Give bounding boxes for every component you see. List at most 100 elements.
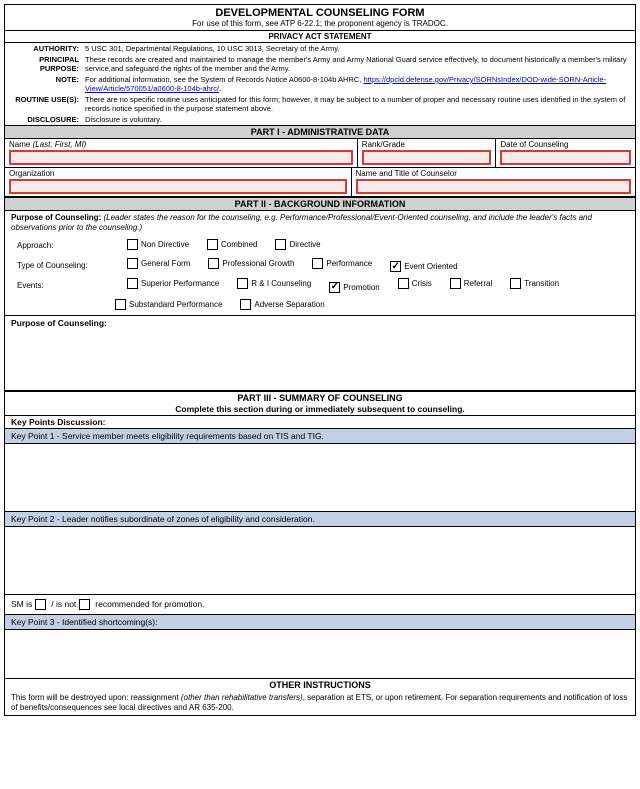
type-checkbox[interactable] bbox=[390, 261, 401, 272]
name-cell: Name (Last, First, MI) bbox=[5, 139, 358, 167]
privacy-text: 5 USC 301, Departmental Regulations, 10 … bbox=[85, 44, 629, 53]
event-checkbox[interactable] bbox=[127, 278, 138, 289]
counselor-label: Name and Title of Counselor bbox=[356, 169, 632, 178]
event-label: Adverse Separation bbox=[254, 300, 324, 309]
other-text: This form will be destroyed upon: reassi… bbox=[5, 691, 635, 715]
privacy-row: AUTHORITY:5 USC 301, Departmental Regula… bbox=[5, 43, 635, 54]
admin-row-2: Organization Name and Title of Counselor bbox=[5, 168, 635, 197]
privacy-text: These records are created and maintained… bbox=[85, 55, 629, 73]
event-label: Referral bbox=[464, 279, 492, 288]
event-item: Referral bbox=[450, 278, 492, 289]
events-row-2: Substandard Performance Adverse Separatio… bbox=[5, 296, 635, 315]
keypoint-2-bar: Key Point 2 - Leader notifies subordinat… bbox=[5, 512, 635, 527]
event-item: Adverse Separation bbox=[240, 299, 324, 310]
sm-mid: / is not bbox=[51, 599, 76, 609]
events-label: Events: bbox=[17, 281, 121, 290]
events-row-1: Events: Superior Performance R & I Counse… bbox=[5, 275, 635, 296]
approach-checkbox[interactable] bbox=[127, 239, 138, 250]
type-label: General Form bbox=[141, 259, 190, 268]
type-label: Event Oriented bbox=[404, 262, 457, 271]
privacy-text: There are no specific routine uses antic… bbox=[85, 95, 629, 113]
part1-header: PART I - ADMINISTRATIVE DATA bbox=[5, 125, 635, 139]
keypoint-1-body[interactable] bbox=[5, 444, 635, 512]
privacy-label: AUTHORITY: bbox=[11, 44, 85, 53]
org-input[interactable] bbox=[9, 179, 347, 194]
event-item: Substandard Performance bbox=[115, 299, 222, 310]
other-header: OTHER INSTRUCTIONS bbox=[5, 678, 635, 691]
event-checkbox[interactable] bbox=[329, 282, 340, 293]
rank-input[interactable] bbox=[362, 150, 492, 165]
approach-item: Non Directive bbox=[127, 239, 189, 250]
approach-checkbox[interactable] bbox=[207, 239, 218, 250]
sm-post: recommended for promotion. bbox=[95, 599, 204, 609]
title-section: DEVELOPMENTAL COUNSELING FORM For use of… bbox=[5, 5, 635, 31]
type-checkbox[interactable] bbox=[312, 258, 323, 269]
type-checkbox[interactable] bbox=[127, 258, 138, 269]
type-checkbox[interactable] bbox=[208, 258, 219, 269]
part2-header: PART II - BACKGROUND INFORMATION bbox=[5, 197, 635, 211]
rank-cell: Rank/Grade bbox=[358, 139, 497, 167]
date-input[interactable] bbox=[500, 150, 631, 165]
org-label: Organization bbox=[9, 169, 347, 178]
privacy-row: NOTE:For additional information, see the… bbox=[5, 74, 635, 94]
approach-label: Approach: bbox=[17, 241, 121, 250]
purpose-box-body[interactable] bbox=[5, 330, 635, 390]
event-checkbox[interactable] bbox=[237, 278, 248, 289]
privacy-text: For additional information, see the Syst… bbox=[85, 75, 629, 93]
event-label: Substandard Performance bbox=[129, 300, 222, 309]
event-item: Crisis bbox=[398, 278, 432, 289]
type-label: Performance bbox=[326, 259, 372, 268]
purpose-box-header: Purpose of Counseling: bbox=[5, 316, 635, 330]
event-label: Superior Performance bbox=[141, 279, 219, 288]
name-input[interactable] bbox=[9, 150, 353, 165]
part3-header: PART III - SUMMARY OF COUNSELING bbox=[5, 391, 635, 404]
privacy-link[interactable]: https://dpcld.defense.gov/Privacy/SORNsI… bbox=[85, 75, 606, 93]
counselor-cell: Name and Title of Counselor bbox=[352, 168, 636, 196]
privacy-row: PRINCIPAL PURPOSE:These records are crea… bbox=[5, 54, 635, 74]
approach-label: Directive bbox=[289, 240, 320, 249]
counselor-input[interactable] bbox=[356, 179, 632, 194]
privacy-rows: AUTHORITY:5 USC 301, Departmental Regula… bbox=[5, 43, 635, 125]
type-label: Professional Growth bbox=[222, 259, 294, 268]
type-label: Type of Counseling: bbox=[17, 261, 121, 270]
type-item: Professional Growth bbox=[208, 258, 294, 269]
form-title: DEVELOPMENTAL COUNSELING FORM bbox=[5, 7, 635, 19]
key-points-header: Key Points Discussion: bbox=[5, 416, 635, 429]
event-label: R & I Counseling bbox=[251, 279, 311, 288]
approach-row: Approach: Non Directive Combined Directive bbox=[5, 236, 635, 255]
approach-checkbox[interactable] bbox=[275, 239, 286, 250]
type-row: Type of Counseling: General Form Professi… bbox=[5, 255, 635, 276]
sm-pre: SM is bbox=[11, 599, 32, 609]
approach-item: Combined bbox=[207, 239, 257, 250]
privacy-label: PRINCIPAL PURPOSE: bbox=[11, 55, 85, 73]
keypoint-3-body[interactable] bbox=[5, 630, 635, 678]
admin-row-1: Name (Last, First, MI) Rank/Grade Date o… bbox=[5, 139, 635, 168]
rank-label: Rank/Grade bbox=[362, 140, 492, 149]
privacy-header: PRIVACY ACT STATEMENT bbox=[5, 31, 635, 43]
event-item: R & I Counseling bbox=[237, 278, 311, 289]
form-subtitle: For use of this form, see ATP 6-22.1; th… bbox=[5, 19, 635, 28]
approach-label: Combined bbox=[221, 240, 257, 249]
purpose-box: Purpose of Counseling: bbox=[5, 315, 635, 391]
event-item: Promotion bbox=[329, 282, 379, 293]
approach-item: Directive bbox=[275, 239, 320, 250]
org-cell: Organization bbox=[5, 168, 352, 196]
event-checkbox[interactable] bbox=[240, 299, 251, 310]
keypoint-2-body[interactable] bbox=[5, 527, 635, 595]
keypoint-3-bar: Key Point 3 - Identified shortcoming(s): bbox=[5, 615, 635, 630]
event-checkbox[interactable] bbox=[398, 278, 409, 289]
name-label: Name (Last, First, MI) bbox=[9, 140, 353, 149]
event-label: Transition bbox=[524, 279, 559, 288]
sm-is-checkbox[interactable] bbox=[35, 599, 46, 610]
type-item: General Form bbox=[127, 258, 190, 269]
event-checkbox[interactable] bbox=[115, 299, 126, 310]
approach-label: Non Directive bbox=[141, 240, 189, 249]
privacy-label: NOTE: bbox=[11, 75, 85, 93]
sm-isnot-checkbox[interactable] bbox=[79, 599, 90, 610]
type-item: Performance bbox=[312, 258, 372, 269]
event-checkbox[interactable] bbox=[510, 278, 521, 289]
privacy-row: DISCLOSURE:Disclosure is voluntary. bbox=[5, 114, 635, 125]
part3-sub: Complete this section during or immediat… bbox=[5, 404, 635, 416]
sm-row: SM is / is not recommended for promotion… bbox=[5, 595, 635, 615]
event-checkbox[interactable] bbox=[450, 278, 461, 289]
